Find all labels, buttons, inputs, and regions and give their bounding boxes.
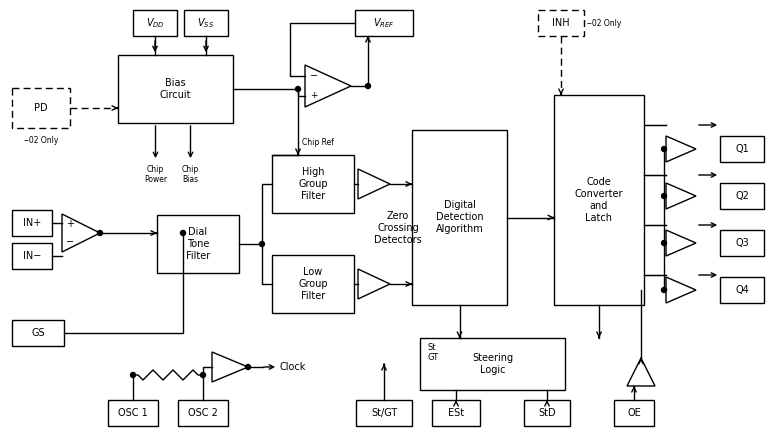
Polygon shape: [358, 169, 390, 199]
Bar: [720, 183, 764, 209]
Bar: [420, 338, 565, 390]
Polygon shape: [666, 277, 696, 303]
Bar: [12, 210, 52, 236]
Text: $V_{REF}$: $V_{REF}$: [373, 16, 395, 30]
Polygon shape: [212, 352, 248, 382]
Bar: [184, 10, 228, 36]
Text: Low
Group
Filter: Low Group Filter: [298, 267, 328, 301]
Text: +: +: [66, 219, 74, 229]
Text: Clock: Clock: [280, 362, 306, 372]
Polygon shape: [305, 65, 351, 107]
Bar: [118, 55, 233, 123]
Bar: [108, 400, 158, 426]
Text: Q1: Q1: [735, 144, 749, 154]
Text: Q4: Q4: [735, 285, 749, 295]
Bar: [178, 400, 228, 426]
Text: Bias
Circuit: Bias Circuit: [160, 78, 191, 100]
Circle shape: [180, 231, 186, 235]
Text: St/GT: St/GT: [371, 408, 397, 418]
Bar: [720, 230, 764, 256]
Polygon shape: [666, 183, 696, 209]
Polygon shape: [62, 214, 100, 252]
Bar: [720, 277, 764, 303]
Bar: [614, 400, 654, 426]
Text: Zero
Crossing
Detectors: Zero Crossing Detectors: [374, 211, 422, 245]
Text: StD: StD: [538, 408, 556, 418]
Circle shape: [365, 83, 371, 89]
Circle shape: [246, 365, 250, 369]
Bar: [412, 130, 507, 305]
Text: INH: INH: [552, 18, 570, 28]
Bar: [432, 400, 480, 426]
Text: ‒02 Only: ‒02 Only: [587, 19, 622, 28]
Text: ‒02 Only: ‒02 Only: [24, 136, 58, 145]
Circle shape: [661, 146, 667, 152]
Text: OE: OE: [627, 408, 641, 418]
Bar: [538, 10, 584, 36]
Text: IN+: IN+: [23, 218, 41, 228]
Text: Q3: Q3: [735, 238, 749, 248]
Bar: [157, 215, 239, 273]
Polygon shape: [358, 269, 390, 299]
Bar: [272, 155, 354, 213]
Text: Chip Ref: Chip Ref: [302, 138, 334, 147]
Bar: [12, 243, 52, 269]
Bar: [554, 95, 644, 305]
Text: OSC 2: OSC 2: [188, 408, 218, 418]
Circle shape: [661, 241, 667, 245]
Text: −: −: [66, 237, 74, 247]
Text: IN−: IN−: [23, 251, 41, 261]
Text: GT: GT: [428, 353, 439, 362]
Text: GS: GS: [31, 328, 45, 338]
Text: Code
Converter
and
Latch: Code Converter and Latch: [575, 177, 623, 223]
Text: OSC 1: OSC 1: [118, 408, 148, 418]
Text: −: −: [310, 71, 318, 81]
Bar: [12, 88, 70, 128]
Text: ESt: ESt: [448, 408, 464, 418]
Text: St: St: [428, 343, 437, 352]
Circle shape: [97, 231, 103, 235]
Bar: [12, 320, 64, 346]
Circle shape: [131, 372, 135, 378]
Bar: [355, 10, 413, 36]
Text: High
Group
Filter: High Group Filter: [298, 167, 328, 201]
Text: Steering
Logic: Steering Logic: [472, 353, 513, 375]
Text: Digital
Detection
Algorithm: Digital Detection Algorithm: [436, 200, 483, 235]
Text: $V_{DD}$: $V_{DD}$: [145, 16, 165, 30]
Text: Chip
Power: Chip Power: [144, 165, 167, 184]
Circle shape: [661, 288, 667, 292]
Polygon shape: [666, 136, 696, 162]
Circle shape: [200, 372, 205, 378]
Bar: [524, 400, 570, 426]
Bar: [272, 255, 354, 313]
Text: Q2: Q2: [735, 191, 749, 201]
Bar: [133, 10, 177, 36]
Bar: [356, 400, 412, 426]
Text: Chip
Bias: Chip Bias: [182, 165, 199, 184]
Circle shape: [260, 241, 264, 247]
Polygon shape: [666, 230, 696, 256]
Text: +: +: [310, 91, 318, 100]
Polygon shape: [627, 358, 655, 386]
Text: $V_{SS}$: $V_{SS}$: [197, 16, 214, 30]
Circle shape: [661, 194, 667, 198]
Bar: [720, 136, 764, 162]
Text: Dial
Tone
Filter: Dial Tone Filter: [186, 227, 210, 261]
Text: PD: PD: [34, 103, 48, 113]
Circle shape: [295, 86, 301, 92]
